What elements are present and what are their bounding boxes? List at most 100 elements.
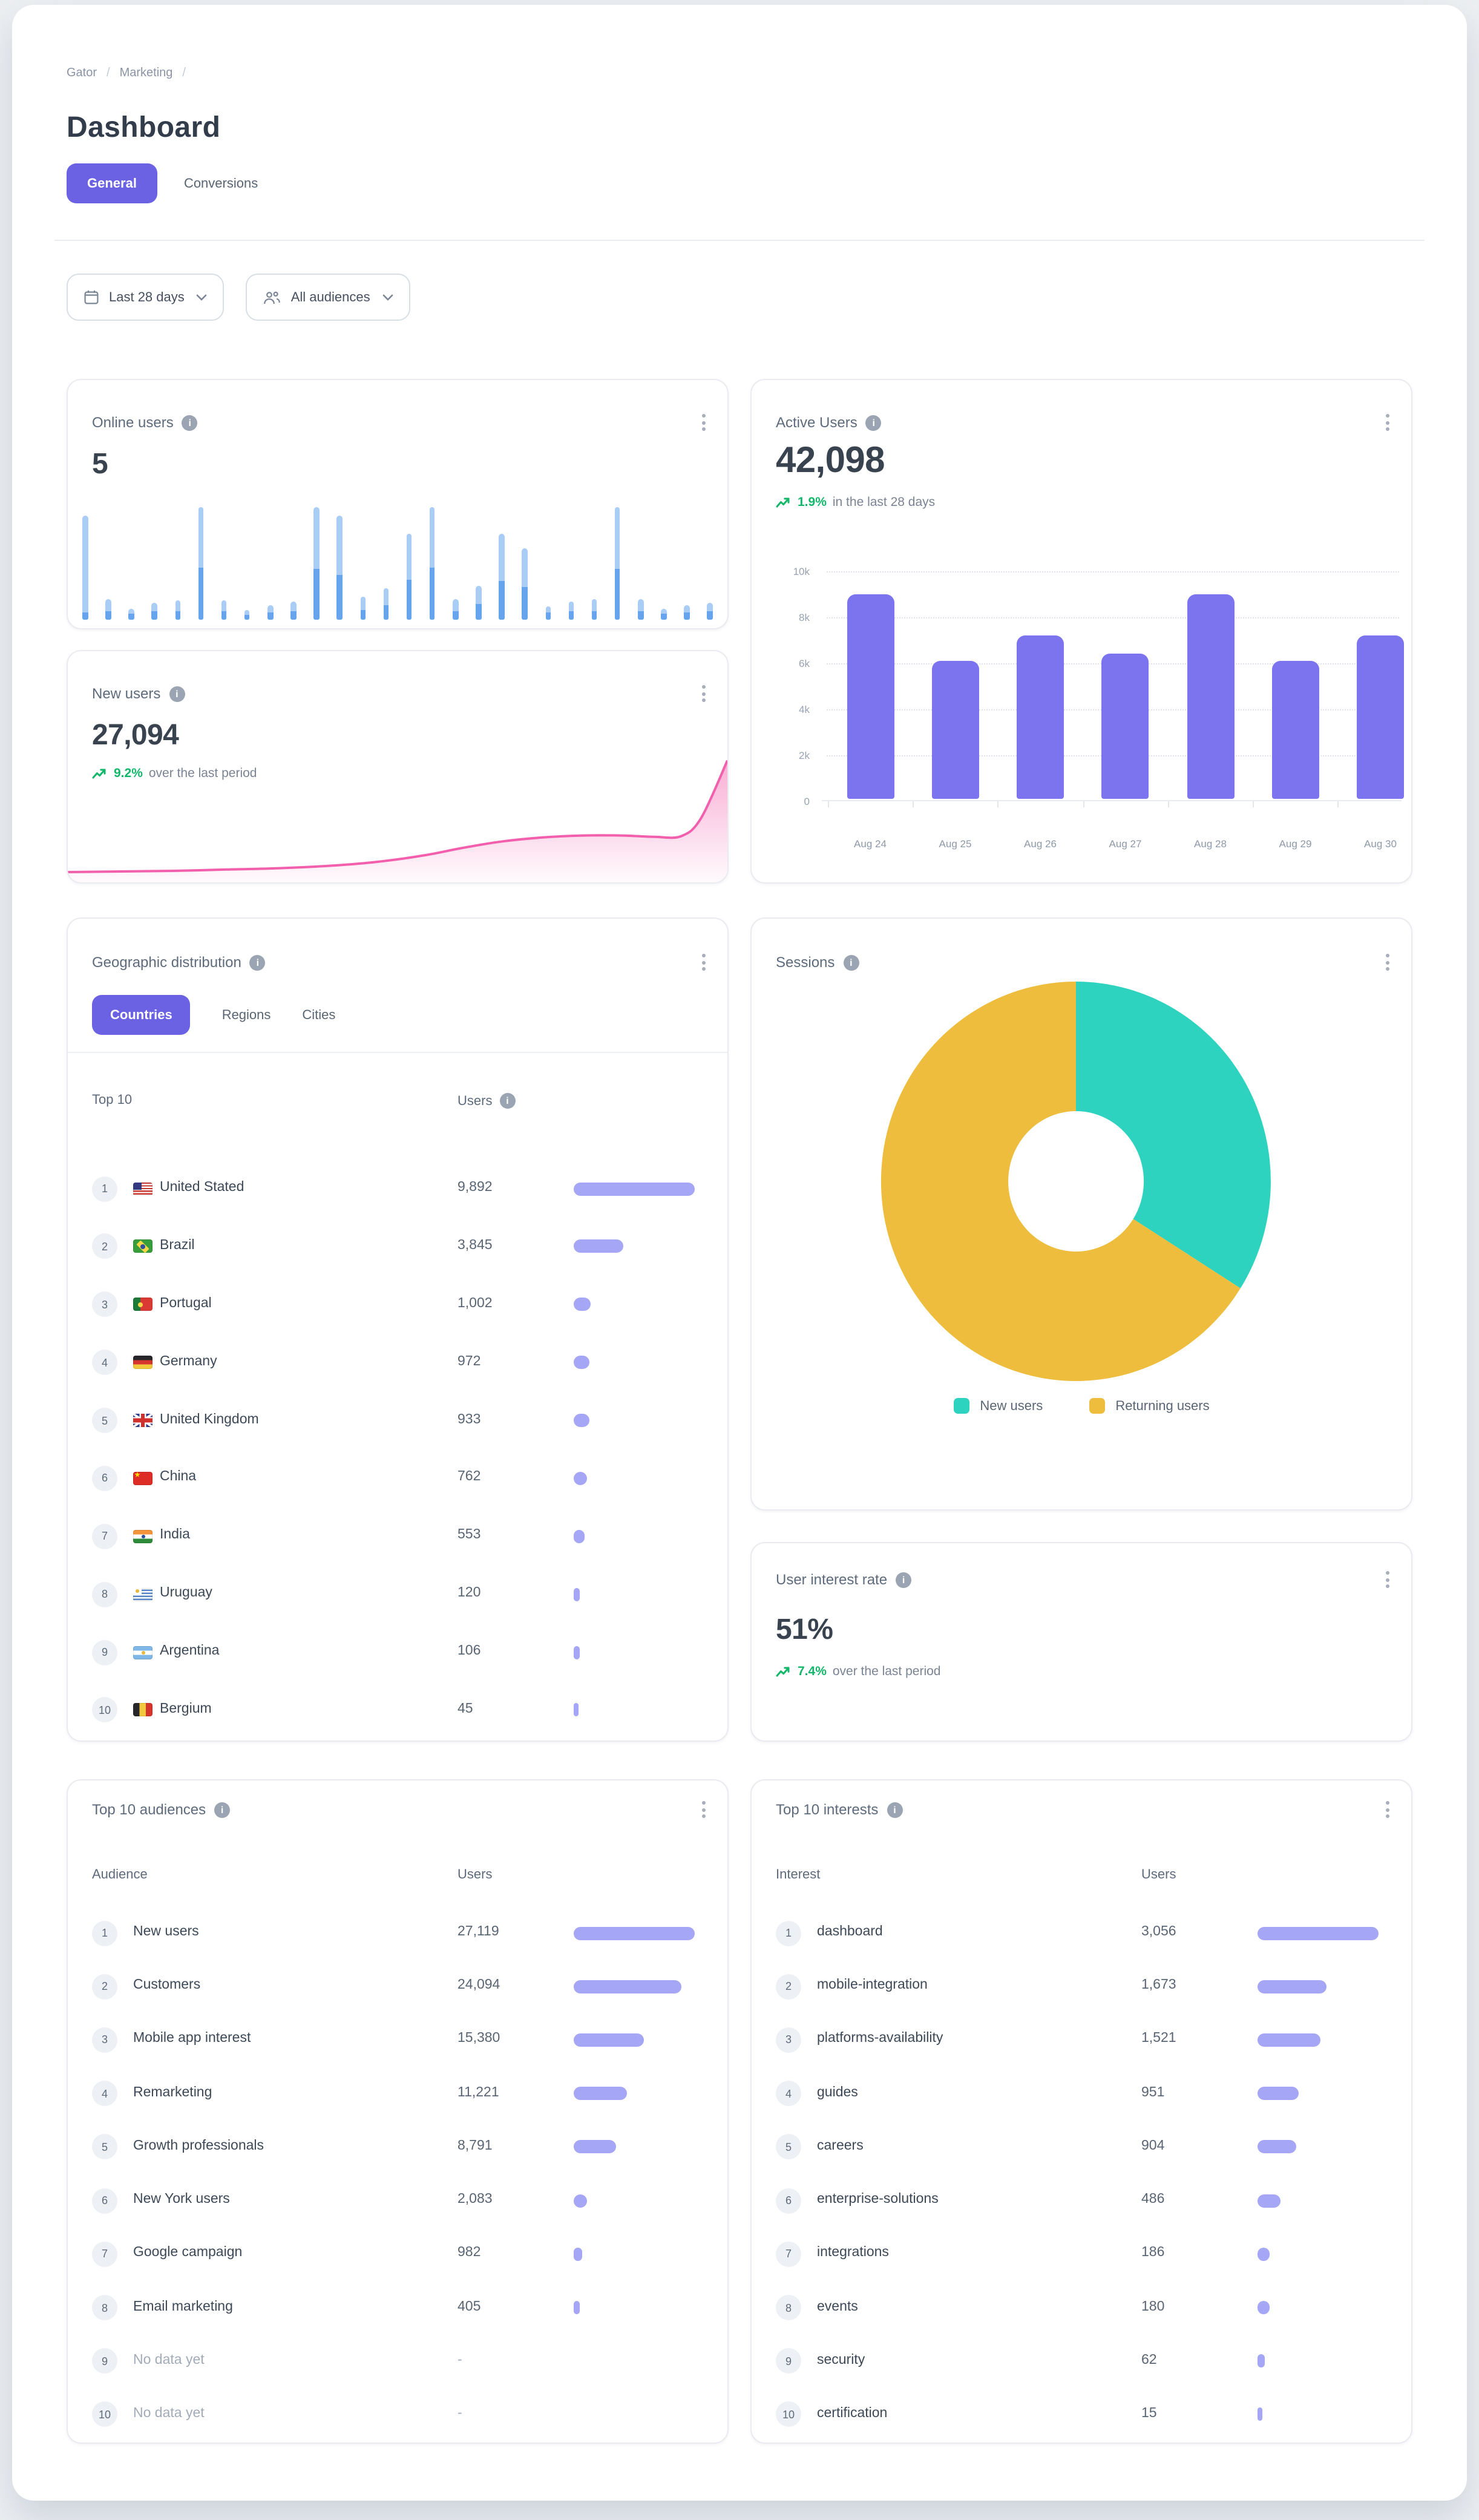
tab-general[interactable]: General [67,163,157,203]
row-users-bar [574,2194,587,2208]
legend-item: Returning users [1089,1398,1210,1414]
row-name: Bergium [160,1701,212,1716]
sparkline-bar-bottom [336,575,343,620]
card-menu-button[interactable] [695,679,713,708]
sparkline-bar [707,603,713,620]
rank-badge: 4 [92,1350,117,1376]
rank-badge: 9 [92,1639,117,1665]
active-users-card: Active Users i 42,098 1.9% in the last 2… [750,379,1412,884]
rank-badge: 5 [92,1408,117,1433]
sparkline-bar [614,507,620,620]
breadcrumb-item-gator[interactable]: Gator [67,67,97,80]
row-users-value: 15,380 [457,2031,500,2046]
x-axis-line [822,800,1402,801]
table-row: 3 platforms-availability 1,521 [776,2018,1387,2062]
info-icon[interactable]: i [214,1802,231,1817]
geo-tab-countries[interactable]: Countries [92,995,191,1035]
breadcrumb-item-marketing[interactable]: Marketing [119,67,173,80]
info-icon[interactable]: i [169,686,185,701]
tab-conversions[interactable]: Conversions [183,176,258,191]
card-menu-button[interactable] [695,948,713,977]
info-icon[interactable]: i [499,1093,516,1109]
rank-badge: 7 [92,2241,117,2267]
column-header-users: Users [457,1868,493,1882]
row-users-value: 1,002 [457,1296,493,1311]
rank-badge: 9 [92,2348,117,2374]
date-range-filter[interactable]: Last 28 days [67,274,225,321]
row-users-value: 553 [457,1527,481,1543]
sparkline-bar [360,597,366,620]
rank-badge: 2 [92,1233,117,1259]
interests-table-header: Interest Users [776,1868,1387,1887]
row-users-value: 951 [1141,2085,1165,2100]
card-header: Sessions i [776,948,1397,977]
row-users-value: 1,673 [1141,1978,1176,1993]
card-menu-button[interactable] [695,408,713,437]
sparkline-bar-bottom [313,569,320,620]
sparkline-bar [661,609,667,620]
audience-filter[interactable]: All audiences [246,274,410,321]
card-menu-button[interactable] [695,1795,713,1824]
rank-badge: 1 [92,1176,117,1201]
row-users-bar [574,1182,695,1195]
table-row: 4 Remarketing 11,221 [92,2072,703,2115]
row-users-bar [1258,2140,1296,2154]
row-users-bar [1258,2301,1270,2315]
table-row: 4 Germany 972 [92,1340,703,1384]
chevron-down-icon [382,294,393,300]
us-flag-icon [133,1182,152,1195]
card-menu-button[interactable] [1379,1565,1397,1594]
active-users-bar [1187,594,1234,799]
date-range-label: Last 28 days [109,290,185,304]
card-title: Geographic distribution [92,954,241,971]
table-row: 7 integrations 186 [776,2233,1387,2276]
row-name: Portugal [160,1296,212,1311]
geo-tab-cities[interactable]: Cities [302,1008,336,1022]
column-header-audience: Audience [92,1868,148,1882]
row-name: India [160,1527,190,1543]
row-users-bar [1258,1980,1327,1993]
axis-tick [1253,801,1254,807]
sessions-donut-chart [881,982,1271,1381]
row-users-bar [1258,2033,1320,2047]
table-row: 5 careers 904 [776,2125,1387,2169]
column-header-interest: Interest [776,1868,821,1882]
row-name: Google campaign [133,2245,243,2260]
rank-badge: 6 [92,1465,117,1491]
be-flag-icon [133,1703,152,1717]
row-name: New users [133,1924,199,1939]
sparkline-bar [545,606,551,620]
geo-tab-regions[interactable]: Regions [221,1008,271,1022]
row-users-bar [574,1646,580,1659]
row-users-value: 24,094 [457,1978,500,1993]
sparkline-bar [105,599,111,620]
info-icon[interactable]: i [182,415,198,430]
breadcrumb-separator: / [107,67,110,80]
info-icon[interactable]: i [843,954,859,970]
info-icon[interactable]: i [887,1802,903,1817]
sparkline-bar-bottom [175,611,180,620]
card-menu-button[interactable] [1379,948,1397,977]
sparkline-bar-bottom [151,611,157,620]
card-title: Sessions [776,954,835,971]
change-percent: 7.4% [798,1664,827,1679]
card-menu-button[interactable] [1379,1795,1397,1824]
rank-badge: 4 [776,2081,801,2107]
new-users-area-chart [68,760,727,882]
x-axis-label: Aug 28 [1194,838,1227,850]
donut-slice-new-users [1076,982,1271,1288]
sessions-card: Sessions i New users Returning users [750,917,1412,1511]
card-menu-button[interactable] [1379,408,1397,437]
row-users-bar [574,1980,681,1993]
row-users-value: 405 [457,2299,481,2314]
sparkline-bar [453,599,458,620]
info-icon[interactable]: i [896,1572,912,1587]
info-icon[interactable]: i [249,954,266,970]
geo-table-header: Top 10 Users i [92,1093,703,1112]
info-icon[interactable]: i [865,415,882,430]
row-name: security [817,2352,865,2367]
rank-badge: 1 [776,1920,801,1946]
sparkline-bar-bottom [198,568,204,620]
axis-tick [1337,801,1339,807]
row-users-value: 2,083 [457,2192,493,2207]
